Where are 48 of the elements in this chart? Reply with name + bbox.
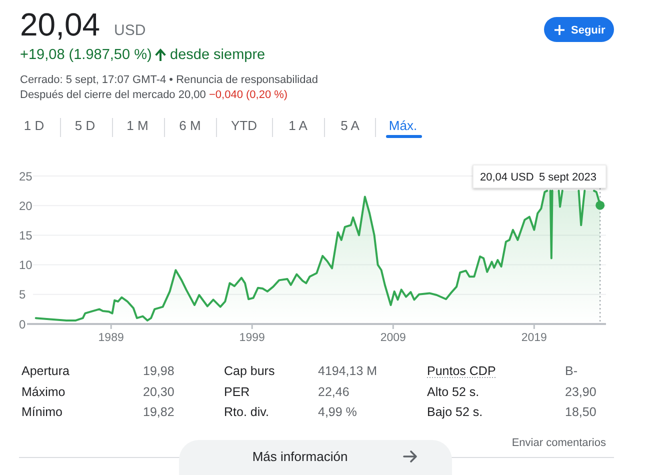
text: Más información xyxy=(252,449,348,464)
text: 19,98 xyxy=(143,364,174,378)
text: 4,99 % xyxy=(318,405,357,419)
text: 5 D xyxy=(74,118,96,133)
text: +19,08 (1.987,50 %) xyxy=(20,47,152,63)
x-tick-label: 2019 xyxy=(521,332,547,344)
text: 22,46 xyxy=(318,385,350,399)
text: 5 A xyxy=(340,118,360,133)
y-tick-label: 25 xyxy=(19,169,33,184)
text: Mínimo xyxy=(22,405,63,419)
y-tick-label: 5 xyxy=(19,288,26,302)
text: 4194,13 M xyxy=(318,364,378,378)
text: Después del cierre del mercado 20,00 xyxy=(20,89,206,101)
text: Puntos CDP xyxy=(427,364,496,378)
text: Máx. xyxy=(388,118,418,133)
text: Alto 52 s. xyxy=(427,385,480,399)
text: −0,040 (0,20 %) xyxy=(209,89,288,101)
text: 18,50 xyxy=(565,405,596,419)
text: 1 M xyxy=(126,118,148,133)
text: PER xyxy=(224,385,250,399)
x-tick-label: 1989 xyxy=(98,332,124,344)
annotation: 20,04 USD xyxy=(480,172,534,184)
annotation: 5 sept 2023 xyxy=(539,172,596,184)
text: Cerrado: 5 sept, 17:07 GMT-4 • Renuncia de responsabilidad xyxy=(20,74,318,86)
text: 23,90 xyxy=(565,385,596,399)
y-tick-label: 0 xyxy=(19,317,26,332)
text: B- xyxy=(565,364,578,378)
text: 6 M xyxy=(179,118,201,133)
text: 1 D xyxy=(24,118,44,133)
text: Máximo xyxy=(22,385,66,399)
text: Cap burs xyxy=(224,364,275,378)
y-tick-label: 10 xyxy=(19,258,33,272)
text: 19,82 xyxy=(143,405,174,419)
text: Rto. div. xyxy=(224,405,269,419)
x-tick-label: 1999 xyxy=(239,332,265,344)
text: Apertura xyxy=(22,364,70,378)
text: YTD xyxy=(231,118,257,133)
y-tick-label: 20 xyxy=(19,198,33,213)
text: Enviar comentarios xyxy=(512,437,606,449)
chart-title: 20,04 xyxy=(20,6,100,42)
x-tick-label: 2009 xyxy=(380,332,406,344)
text: USD xyxy=(114,22,146,39)
text: desde siempre xyxy=(170,47,266,63)
text: 1 A xyxy=(288,118,308,133)
y-tick-label: 15 xyxy=(19,228,33,242)
text: Bajo 52 s. xyxy=(427,405,483,419)
text: Seguir xyxy=(571,24,606,36)
text: 20,30 xyxy=(143,385,174,399)
